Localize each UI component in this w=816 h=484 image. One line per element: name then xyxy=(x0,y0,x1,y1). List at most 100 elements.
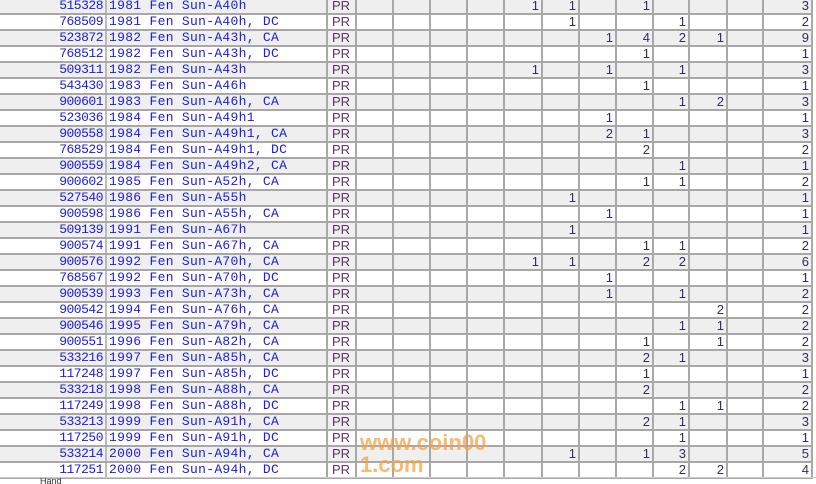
item-id-link[interactable]: 117249 xyxy=(0,397,107,415)
item-name-link[interactable]: 1994 Fen Sun-A76h, CA xyxy=(106,301,328,319)
count-cell xyxy=(467,413,505,431)
item-name-link[interactable]: 1993 Fen Sun-A73h, CA xyxy=(106,285,328,303)
count-cell xyxy=(689,221,728,239)
count-cell xyxy=(727,317,764,335)
count-cell xyxy=(542,285,580,303)
item-name-link[interactable]: 1999 Fen Sun-A91h, CA xyxy=(106,413,328,431)
item-name-link[interactable]: 1995 Fen Sun-A79h, CA xyxy=(106,317,328,335)
item-name-link[interactable]: 1991 Fen Sun-A67h xyxy=(106,221,328,239)
item-id-link[interactable]: 900546 xyxy=(0,317,107,335)
item-id-link[interactable]: 900601 xyxy=(0,93,107,111)
item-id-link[interactable]: 900539 xyxy=(0,285,107,303)
item-name-link[interactable]: 1982 Fen Sun-A43h, CA xyxy=(106,29,328,47)
item-id-link[interactable]: 900576 xyxy=(0,253,107,271)
item-id-link[interactable]: 768529 xyxy=(0,141,107,159)
empty-cell xyxy=(356,93,394,111)
empty-cell xyxy=(356,429,394,447)
item-name-link[interactable]: 1996 Fen Sun-A82h, CA xyxy=(106,333,328,351)
item-id-link[interactable]: 533216 xyxy=(0,349,107,367)
item-id-link[interactable]: 900542 xyxy=(0,301,107,319)
item-name-link[interactable]: 1991 Fen Sun-A67h, CA xyxy=(106,237,328,255)
item-name-link[interactable]: 1982 Fen Sun-A43h xyxy=(106,61,328,79)
item-type: PR xyxy=(327,237,357,255)
total-cell: 2 xyxy=(763,13,813,31)
item-id-link[interactable]: 509139 xyxy=(0,221,107,239)
item-id-link[interactable]: 768567 xyxy=(0,269,107,287)
item-id-link[interactable]: 117251 xyxy=(0,461,107,479)
item-name-link[interactable]: 1985 Fen Sun-A52h, CA xyxy=(106,173,328,191)
count-cell xyxy=(393,269,431,287)
item-name-link[interactable]: 1986 Fen Sun-A55h xyxy=(106,189,328,207)
count-cell xyxy=(504,109,543,127)
item-name-link[interactable]: 1982 Fen Sun-A43h, DC xyxy=(106,45,328,63)
item-id-link[interactable]: 533213 xyxy=(0,413,107,431)
count-cell: 1 xyxy=(689,333,728,351)
count-cell xyxy=(727,189,764,207)
count-cell xyxy=(467,445,505,463)
item-name-link[interactable]: 1992 Fen Sun-A70h, DC xyxy=(106,269,328,287)
count-cell xyxy=(430,77,468,95)
item-id-link[interactable]: 117248 xyxy=(0,365,107,383)
item-id-link[interactable]: 900574 xyxy=(0,237,107,255)
item-id-link[interactable]: 523872 xyxy=(0,29,107,47)
empty-cell xyxy=(356,45,394,63)
item-id-link[interactable]: 900598 xyxy=(0,205,107,223)
count-cell xyxy=(689,285,728,303)
table-row: 533214 2000 Fen Sun-A94h, CA PR 1 1 3 5 xyxy=(0,445,813,463)
item-id-link[interactable]: 768512 xyxy=(0,45,107,63)
item-type: PR xyxy=(327,397,357,415)
item-id-link[interactable]: 900602 xyxy=(0,173,107,191)
item-id-link[interactable]: 523036 xyxy=(0,109,107,127)
item-id-link[interactable]: 117250 xyxy=(0,429,107,447)
count-cell xyxy=(542,333,580,351)
item-name-link[interactable]: 1992 Fen Sun-A70h, CA xyxy=(106,253,328,271)
count-cell xyxy=(430,205,468,223)
count-cell: 2 xyxy=(653,461,690,479)
item-id-link[interactable]: 900559 xyxy=(0,157,107,175)
item-name-link[interactable]: 1984 Fen Sun-A49h2, CA xyxy=(106,157,328,175)
item-id-link[interactable]: 509311 xyxy=(0,61,107,79)
item-name-link[interactable]: 1983 Fen Sun-A46h xyxy=(106,77,328,95)
item-type: PR xyxy=(327,301,357,319)
count-cell xyxy=(689,237,728,255)
count-cell xyxy=(542,461,580,479)
item-name-link[interactable]: 1984 Fen Sun-A49h1, DC xyxy=(106,141,328,159)
count-cell xyxy=(579,189,617,207)
count-cell xyxy=(430,429,468,447)
item-name-link[interactable]: 1981 Fen Sun-A40h xyxy=(106,0,328,15)
item-name-link[interactable]: 1999 Fen Sun-A91h, DC xyxy=(106,429,328,447)
item-id-link[interactable]: 768509 xyxy=(0,13,107,31)
count-cell xyxy=(689,77,728,95)
count-cell: 3 xyxy=(653,445,690,463)
count-cell xyxy=(653,77,690,95)
item-id-link[interactable]: 543430 xyxy=(0,77,107,95)
count-cell xyxy=(579,317,617,335)
item-id-link[interactable]: 533214 xyxy=(0,445,107,463)
item-id-link[interactable]: 533218 xyxy=(0,381,107,399)
item-name-link[interactable]: 1984 Fen Sun-A49h1, CA xyxy=(106,125,328,143)
item-name-link[interactable]: 1981 Fen Sun-A40h, DC xyxy=(106,13,328,31)
item-name-link[interactable]: 2000 Fen Sun-A94h, DC xyxy=(106,461,328,479)
item-name-link[interactable]: 1986 Fen Sun-A55h, CA xyxy=(106,205,328,223)
count-cell xyxy=(542,109,580,127)
item-id-link[interactable]: 900558 xyxy=(0,125,107,143)
table-row: 900542 1994 Fen Sun-A76h, CA PR 2 2 xyxy=(0,301,813,319)
count-cell xyxy=(653,189,690,207)
item-name-link[interactable]: 1997 Fen Sun-A85h, CA xyxy=(106,349,328,367)
item-id-link[interactable]: 515328 xyxy=(0,0,107,15)
item-name-link[interactable]: 2000 Fen Sun-A94h, CA xyxy=(106,445,328,463)
total-cell: 1 xyxy=(763,365,813,383)
count-cell xyxy=(727,0,764,15)
item-type: PR xyxy=(327,157,357,175)
item-name-link[interactable]: 1997 Fen Sun-A85h, DC xyxy=(106,365,328,383)
count-cell xyxy=(393,301,431,319)
item-name-link[interactable]: 1983 Fen Sun-A46h, CA xyxy=(106,93,328,111)
count-cell xyxy=(542,413,580,431)
item-id-link[interactable]: 900551 xyxy=(0,333,107,351)
item-name-link[interactable]: 1984 Fen Sun-A49h1 xyxy=(106,109,328,127)
count-cell xyxy=(504,317,543,335)
item-name-link[interactable]: 1998 Fen Sun-A88h, CA xyxy=(106,381,328,399)
item-id-link[interactable]: 527540 xyxy=(0,189,107,207)
table-row: 117249 1998 Fen Sun-A88h, DC PR 1 1 2 xyxy=(0,397,813,415)
item-name-link[interactable]: 1998 Fen Sun-A88h, DC xyxy=(106,397,328,415)
